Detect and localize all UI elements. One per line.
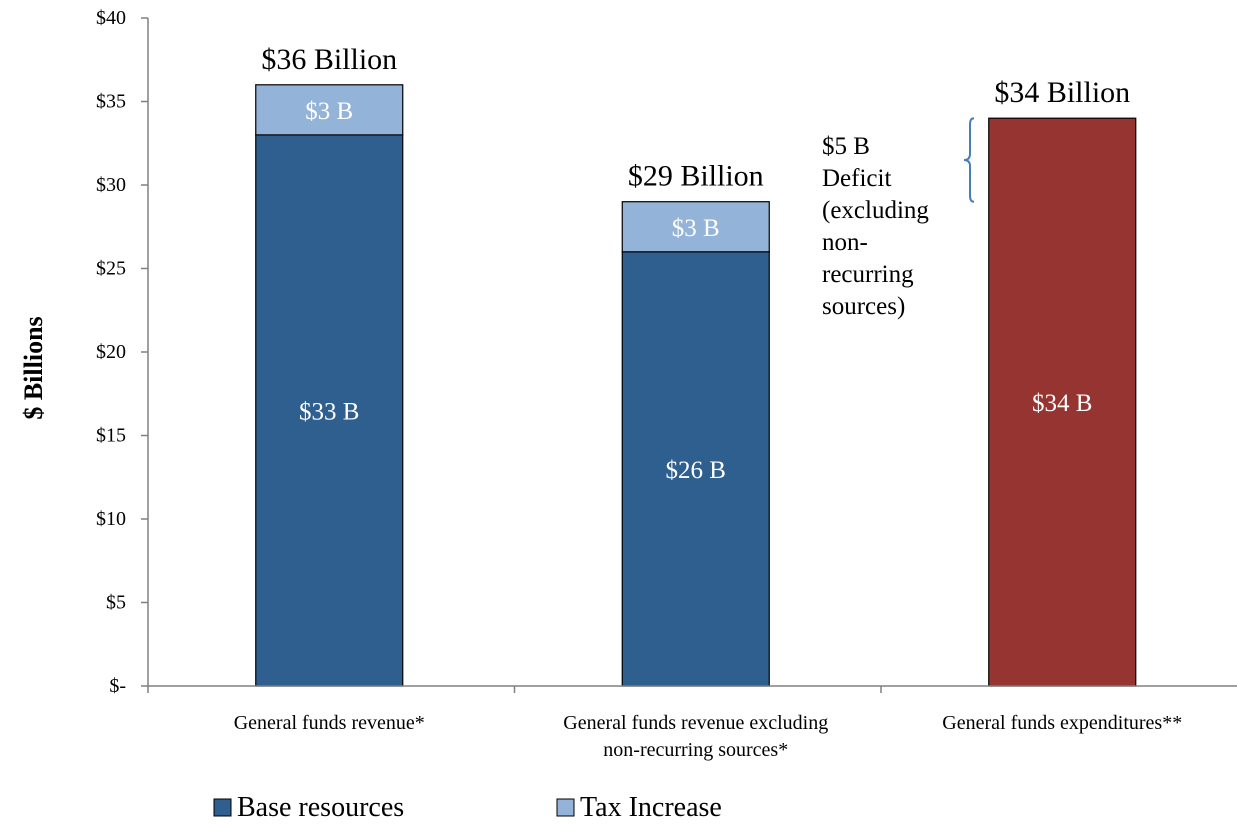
- bar-segment-label: $34 B: [1032, 390, 1092, 417]
- legend-swatch: [213, 798, 232, 817]
- x-category-label: non-recurring sources*: [603, 739, 788, 761]
- y-tick-label: $40: [96, 7, 126, 29]
- legend-swatch: [556, 798, 575, 817]
- bar-segment-label: $3 B: [305, 98, 353, 125]
- y-tick-label: $35: [96, 91, 126, 113]
- x-axis: General funds revenue* General funds reve…: [147, 685, 1237, 761]
- x-category-label: General funds revenue*: [234, 712, 425, 734]
- bar-segment: [255, 84, 404, 136]
- deficit-annotation-text: (excluding: [822, 197, 929, 224]
- deficit-annotation-text: recurring: [822, 261, 914, 288]
- y-tick-label: $30: [96, 174, 126, 196]
- bar-segment-label: $33 B: [299, 398, 359, 425]
- deficit-annotation-text: Deficit: [822, 165, 891, 192]
- y-tick-label: $15: [96, 425, 126, 447]
- bar-segment-label: $26 B: [666, 457, 726, 484]
- bar-total-label: $34 Billion: [994, 76, 1130, 109]
- bar-total-label: $29 Billion: [628, 160, 764, 193]
- deficit-annotation-text: $5 B: [822, 133, 870, 160]
- y-tick-label: $25: [96, 258, 126, 280]
- legend: Base resources Tax Increase: [213, 792, 722, 823]
- bar-segment: [988, 117, 1137, 687]
- y-tick-label: $10: [96, 508, 126, 530]
- bar-segment: [621, 201, 770, 253]
- y-tick-label: $5: [106, 592, 126, 614]
- x-category-label: General funds expenditures**: [942, 712, 1182, 734]
- deficit-annotation-text: non-: [822, 229, 868, 256]
- y-axis-ticks: $- $5 $10 $15 $20 $25 $30 $35 $40: [96, 7, 149, 697]
- deficit-brace: [963, 117, 975, 203]
- y-tick-label: $20: [96, 341, 126, 363]
- legend-label: Tax Increase: [580, 792, 722, 823]
- bars: $33 B $3 B $36 Billion $26 B $3 B $29 Billion…: [255, 43, 1137, 687]
- y-tick-label: $-: [109, 675, 126, 697]
- y-axis-label: $ Billions: [19, 316, 48, 419]
- bar-segment-label: $3 B: [672, 215, 720, 242]
- x-category-label: General funds revenue excluding: [563, 712, 828, 734]
- deficit-annotation-text: sources): [822, 293, 905, 320]
- deficit-annotation: $5 B Deficit (excluding non-recurring source…: [822, 117, 975, 320]
- bar-total-label: $36 Billion: [261, 43, 397, 76]
- legend-label: Base resources: [237, 792, 404, 823]
